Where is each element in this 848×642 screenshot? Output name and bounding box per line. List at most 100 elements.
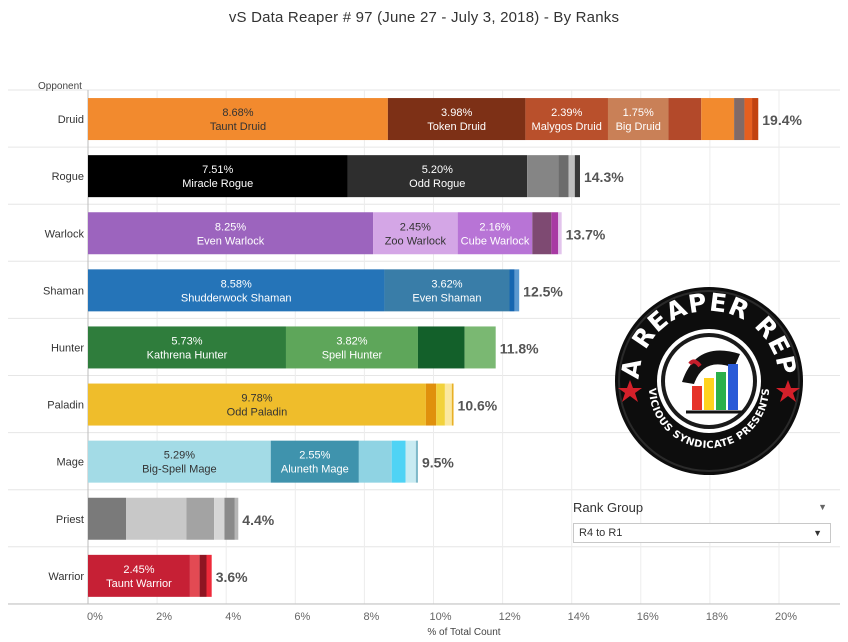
bar-segment bbox=[88, 440, 271, 483]
total-label: 13.7% bbox=[566, 226, 606, 242]
bar-segment bbox=[525, 98, 608, 141]
bar-segment bbox=[509, 269, 515, 312]
chevron-down-icon: ▼ bbox=[813, 528, 822, 538]
total-label: 10.6% bbox=[458, 398, 498, 414]
bar-segment bbox=[415, 440, 418, 483]
bar-segment bbox=[417, 326, 465, 369]
segment-name-label: Token Druid bbox=[427, 121, 486, 133]
bar-segment bbox=[444, 383, 452, 426]
bar-segment bbox=[391, 440, 406, 483]
total-label: 11.8% bbox=[500, 340, 539, 356]
segment-name-label: Aluneth Mage bbox=[281, 464, 349, 476]
bar-segment bbox=[206, 554, 212, 597]
bar-segment bbox=[568, 155, 575, 198]
bar-segment bbox=[607, 98, 669, 141]
segment-name-label: Zoo Warlock bbox=[385, 235, 447, 247]
segment-name-label: Odd Paladin bbox=[227, 407, 288, 419]
bar-segment bbox=[88, 212, 374, 255]
bar-segment bbox=[384, 269, 510, 312]
segment-name-label: Miracle Rogue bbox=[182, 178, 253, 190]
segment-name-label: Big-Spell Mage bbox=[142, 464, 217, 476]
segment-name-label: Malygos Druid bbox=[532, 121, 602, 133]
x-tick-label: 14% bbox=[568, 611, 590, 623]
bar-segment bbox=[285, 326, 418, 369]
total-label: 12.5% bbox=[523, 283, 563, 299]
total-label: 14.3% bbox=[584, 169, 624, 185]
y-tick-label: Priest bbox=[56, 514, 84, 526]
bar-segment bbox=[668, 98, 702, 141]
data-label: 5.29% bbox=[164, 450, 195, 462]
data-label: 2.45% bbox=[400, 221, 431, 233]
data-label: 1.75% bbox=[623, 107, 654, 119]
data-label: 8.25% bbox=[215, 221, 246, 233]
segment-name-label: Kathrena Hunter bbox=[147, 349, 228, 361]
data-label: 5.20% bbox=[422, 164, 453, 176]
bar-segment bbox=[224, 497, 235, 540]
total-label: 3.6% bbox=[216, 569, 248, 585]
x-tick-label: 6% bbox=[294, 611, 310, 623]
bar-segment bbox=[451, 383, 454, 426]
bar-segment bbox=[88, 269, 385, 312]
bar-segment bbox=[532, 212, 552, 255]
data-label: 2.45% bbox=[123, 564, 154, 576]
segment-name-label: Odd Rogue bbox=[409, 178, 465, 190]
bar-segment bbox=[358, 440, 392, 483]
bar-segment bbox=[558, 212, 562, 255]
bar-segment bbox=[752, 98, 759, 141]
bar-segment bbox=[88, 497, 127, 540]
bar-segment bbox=[514, 269, 520, 312]
segment-name-label: Taunt Druid bbox=[210, 121, 266, 133]
total-label: 9.5% bbox=[422, 455, 454, 471]
bar-segment bbox=[734, 98, 745, 141]
data-label: 7.51% bbox=[202, 164, 233, 176]
total-label: 4.4% bbox=[242, 512, 274, 528]
chart-title: vS Data Reaper # 97 (June 27 - July 3, 2… bbox=[228, 9, 620, 26]
y-tick-label: Shaman bbox=[43, 285, 84, 297]
bar-segment bbox=[88, 554, 190, 597]
bar-segment bbox=[270, 440, 359, 483]
segment-name-label: Taunt Warrior bbox=[106, 578, 172, 590]
total-label: 19.4% bbox=[762, 112, 802, 128]
x-tick-label: 4% bbox=[225, 611, 241, 623]
bar-segment bbox=[464, 326, 496, 369]
data-label: 3.82% bbox=[336, 335, 367, 347]
data-label: 2.39% bbox=[551, 107, 582, 119]
data-label: 9.78% bbox=[241, 393, 272, 405]
filter-menu-caret-icon[interactable]: ▼ bbox=[818, 502, 827, 512]
y-axis-title: Opponent bbox=[38, 81, 82, 92]
bar-segment bbox=[186, 497, 215, 540]
data-label: 8.58% bbox=[221, 278, 252, 290]
x-tick-label: 16% bbox=[637, 611, 659, 623]
x-tick-label: 2% bbox=[156, 611, 172, 623]
y-tick-label: Warlock bbox=[45, 228, 85, 240]
y-tick-label: Warrior bbox=[48, 571, 84, 583]
bar-segment bbox=[558, 155, 569, 198]
rank-group-dropdown[interactable]: R4 to R1 ▼ bbox=[573, 523, 831, 543]
bar-segment bbox=[347, 155, 528, 198]
bar-segment bbox=[425, 383, 437, 426]
bar-segment bbox=[126, 497, 187, 540]
x-tick-label: 18% bbox=[706, 611, 728, 623]
y-tick-label: Paladin bbox=[47, 400, 84, 412]
bar-segment bbox=[457, 212, 533, 255]
segment-name-label: Even Warlock bbox=[197, 235, 265, 247]
y-tick-label: Hunter bbox=[51, 342, 84, 354]
segment-name-label: Even Shaman bbox=[412, 292, 481, 304]
bar-segment bbox=[436, 383, 445, 426]
data-reaper-report-logo: DATA REAPER REPORT VICIOUS SYNDICATE PRE… bbox=[601, 261, 806, 483]
bar-segment bbox=[88, 98, 388, 141]
bar-segment bbox=[527, 155, 559, 198]
segment-name-label: Cube Warlock bbox=[461, 235, 530, 247]
bar-segment bbox=[88, 326, 286, 369]
bar-segment bbox=[199, 554, 207, 597]
data-label: 2.55% bbox=[299, 450, 330, 462]
rank-group-selected-value: R4 to R1 bbox=[579, 527, 623, 539]
data-label: 2.16% bbox=[479, 221, 510, 233]
rank-group-filter: Rank Group ▼ R4 to R1 ▼ bbox=[573, 500, 831, 543]
bar-segment bbox=[405, 440, 416, 483]
x-axis-title: % of Total Count bbox=[427, 627, 500, 638]
data-label: 5.73% bbox=[171, 335, 202, 347]
x-tick-label: 20% bbox=[775, 611, 797, 623]
bar-segment bbox=[214, 497, 225, 540]
